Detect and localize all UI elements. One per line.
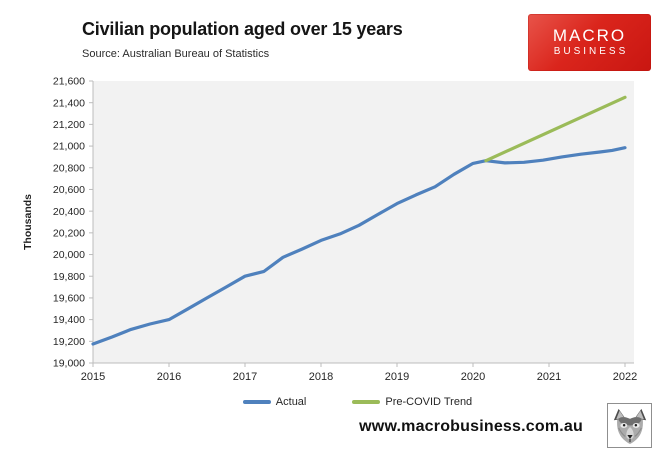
wolf-logo-frame	[607, 403, 652, 448]
y-axis-tick-label: 19,000	[53, 358, 85, 370]
y-axis-tick-label: 21,400	[53, 97, 85, 109]
legend-item-pre-covid-trend: Pre-COVID Trend	[352, 396, 472, 408]
logo-line-macro: MACRO	[552, 26, 627, 45]
y-axis-tick-label: 19,200	[53, 336, 85, 348]
y-axis-tick-label: 20,800	[53, 162, 85, 174]
chart-legend: Actual Pre-COVID Trend	[55, 396, 660, 408]
y-axis-tick-label: 20,200	[53, 227, 85, 239]
website-url: www.macrobusiness.com.au	[359, 418, 583, 435]
macrobusiness-logo: MACRO BUSINESS	[528, 14, 651, 71]
x-axis-tick-label: 2021	[537, 371, 561, 383]
y-axis-tick-label: 21,600	[53, 76, 85, 88]
legend-item-actual: Actual	[242, 396, 307, 408]
x-axis-tick-label: 2017	[233, 371, 257, 383]
x-axis-tick-label: 2020	[461, 371, 485, 383]
logo-line-business: BUSINESS	[553, 46, 629, 57]
y-axis-tick-label: 19,600	[53, 293, 85, 305]
x-axis-tick-label: 2015	[81, 371, 105, 383]
legend-label: Actual	[275, 396, 307, 408]
y-axis-tick-label: 21,000	[53, 141, 85, 153]
y-axis-title: Thousands	[22, 194, 34, 250]
y-axis-tick-label: 20,400	[53, 206, 85, 218]
source-note: Source: Australian Bureau of Statistics	[82, 48, 270, 60]
x-axis-tick-label: 2022	[613, 371, 637, 383]
x-axis-tick-label: 2016	[157, 371, 181, 383]
legend-swatch	[352, 400, 381, 404]
wolf-icon	[613, 408, 646, 444]
y-axis-tick-label: 19,400	[53, 314, 85, 326]
y-axis-tick-label: 21,200	[53, 119, 85, 131]
legend-label: Pre-COVID Trend	[385, 396, 473, 408]
y-axis-tick-label: 19,800	[53, 271, 85, 283]
x-axis-tick-label: 2018	[309, 371, 333, 383]
legend-swatch	[242, 400, 271, 404]
x-axis-tick-label: 2019	[385, 371, 409, 383]
y-axis-tick-label: 20,600	[53, 184, 85, 196]
actual-series-line	[91, 146, 627, 346]
y-axis-tick-label: 20,000	[53, 249, 85, 261]
page-title: Civilian population aged over 15 years	[82, 19, 403, 39]
pre-covid-trend-series-line	[484, 95, 627, 163]
